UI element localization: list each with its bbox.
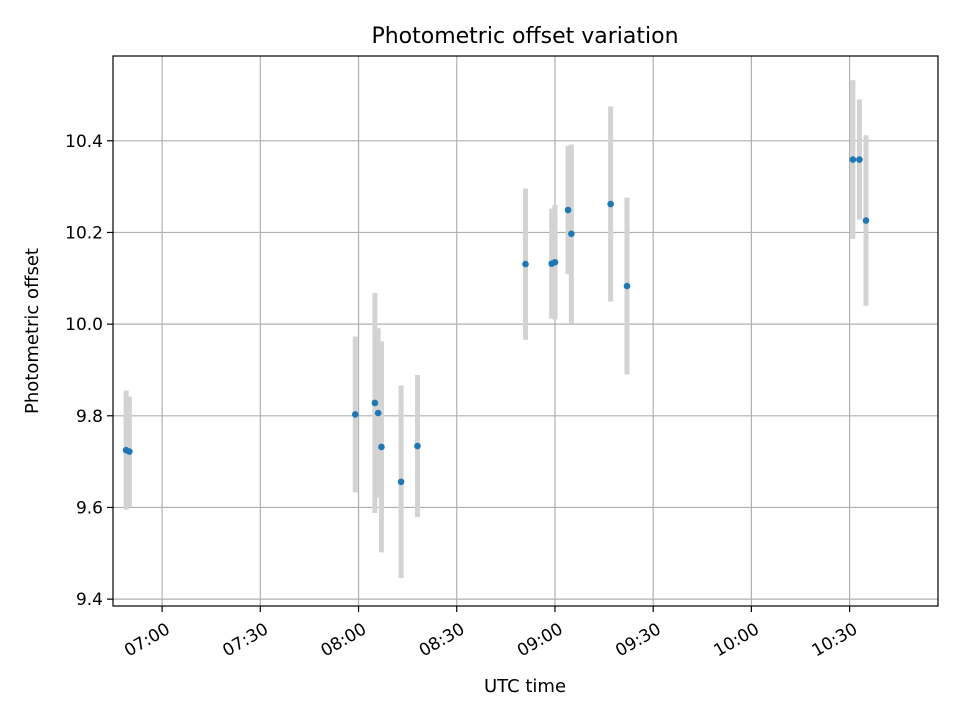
data-points <box>122 156 870 486</box>
y-tick-label: 9.8 <box>76 407 103 427</box>
data-point <box>564 206 572 214</box>
y-tick-label: 9.4 <box>76 590 103 610</box>
data-point <box>374 409 382 417</box>
chart-title: Photometric offset variation <box>371 24 678 49</box>
plot-frame <box>112 55 939 607</box>
data-point <box>371 399 379 407</box>
data-point <box>856 156 863 163</box>
y-tick-label: 10.0 <box>65 315 103 335</box>
y-tick-label: 10.2 <box>65 223 103 243</box>
x-axis-label: UTC time <box>484 676 566 697</box>
y-axis-label: Photometric offset <box>22 248 43 414</box>
data-point <box>351 411 359 418</box>
data-point <box>568 230 575 238</box>
data-point <box>623 282 631 290</box>
data-point <box>522 260 529 268</box>
data-point <box>849 156 857 163</box>
data-point <box>414 442 421 450</box>
data-point <box>378 443 385 451</box>
data-point <box>862 217 870 224</box>
y-tick-label: 9.6 <box>76 498 103 518</box>
data-point <box>397 478 405 486</box>
data-point <box>607 200 614 208</box>
data-point <box>126 448 133 455</box>
data-point <box>551 258 559 266</box>
y-tick-label: 10.4 <box>65 132 103 152</box>
